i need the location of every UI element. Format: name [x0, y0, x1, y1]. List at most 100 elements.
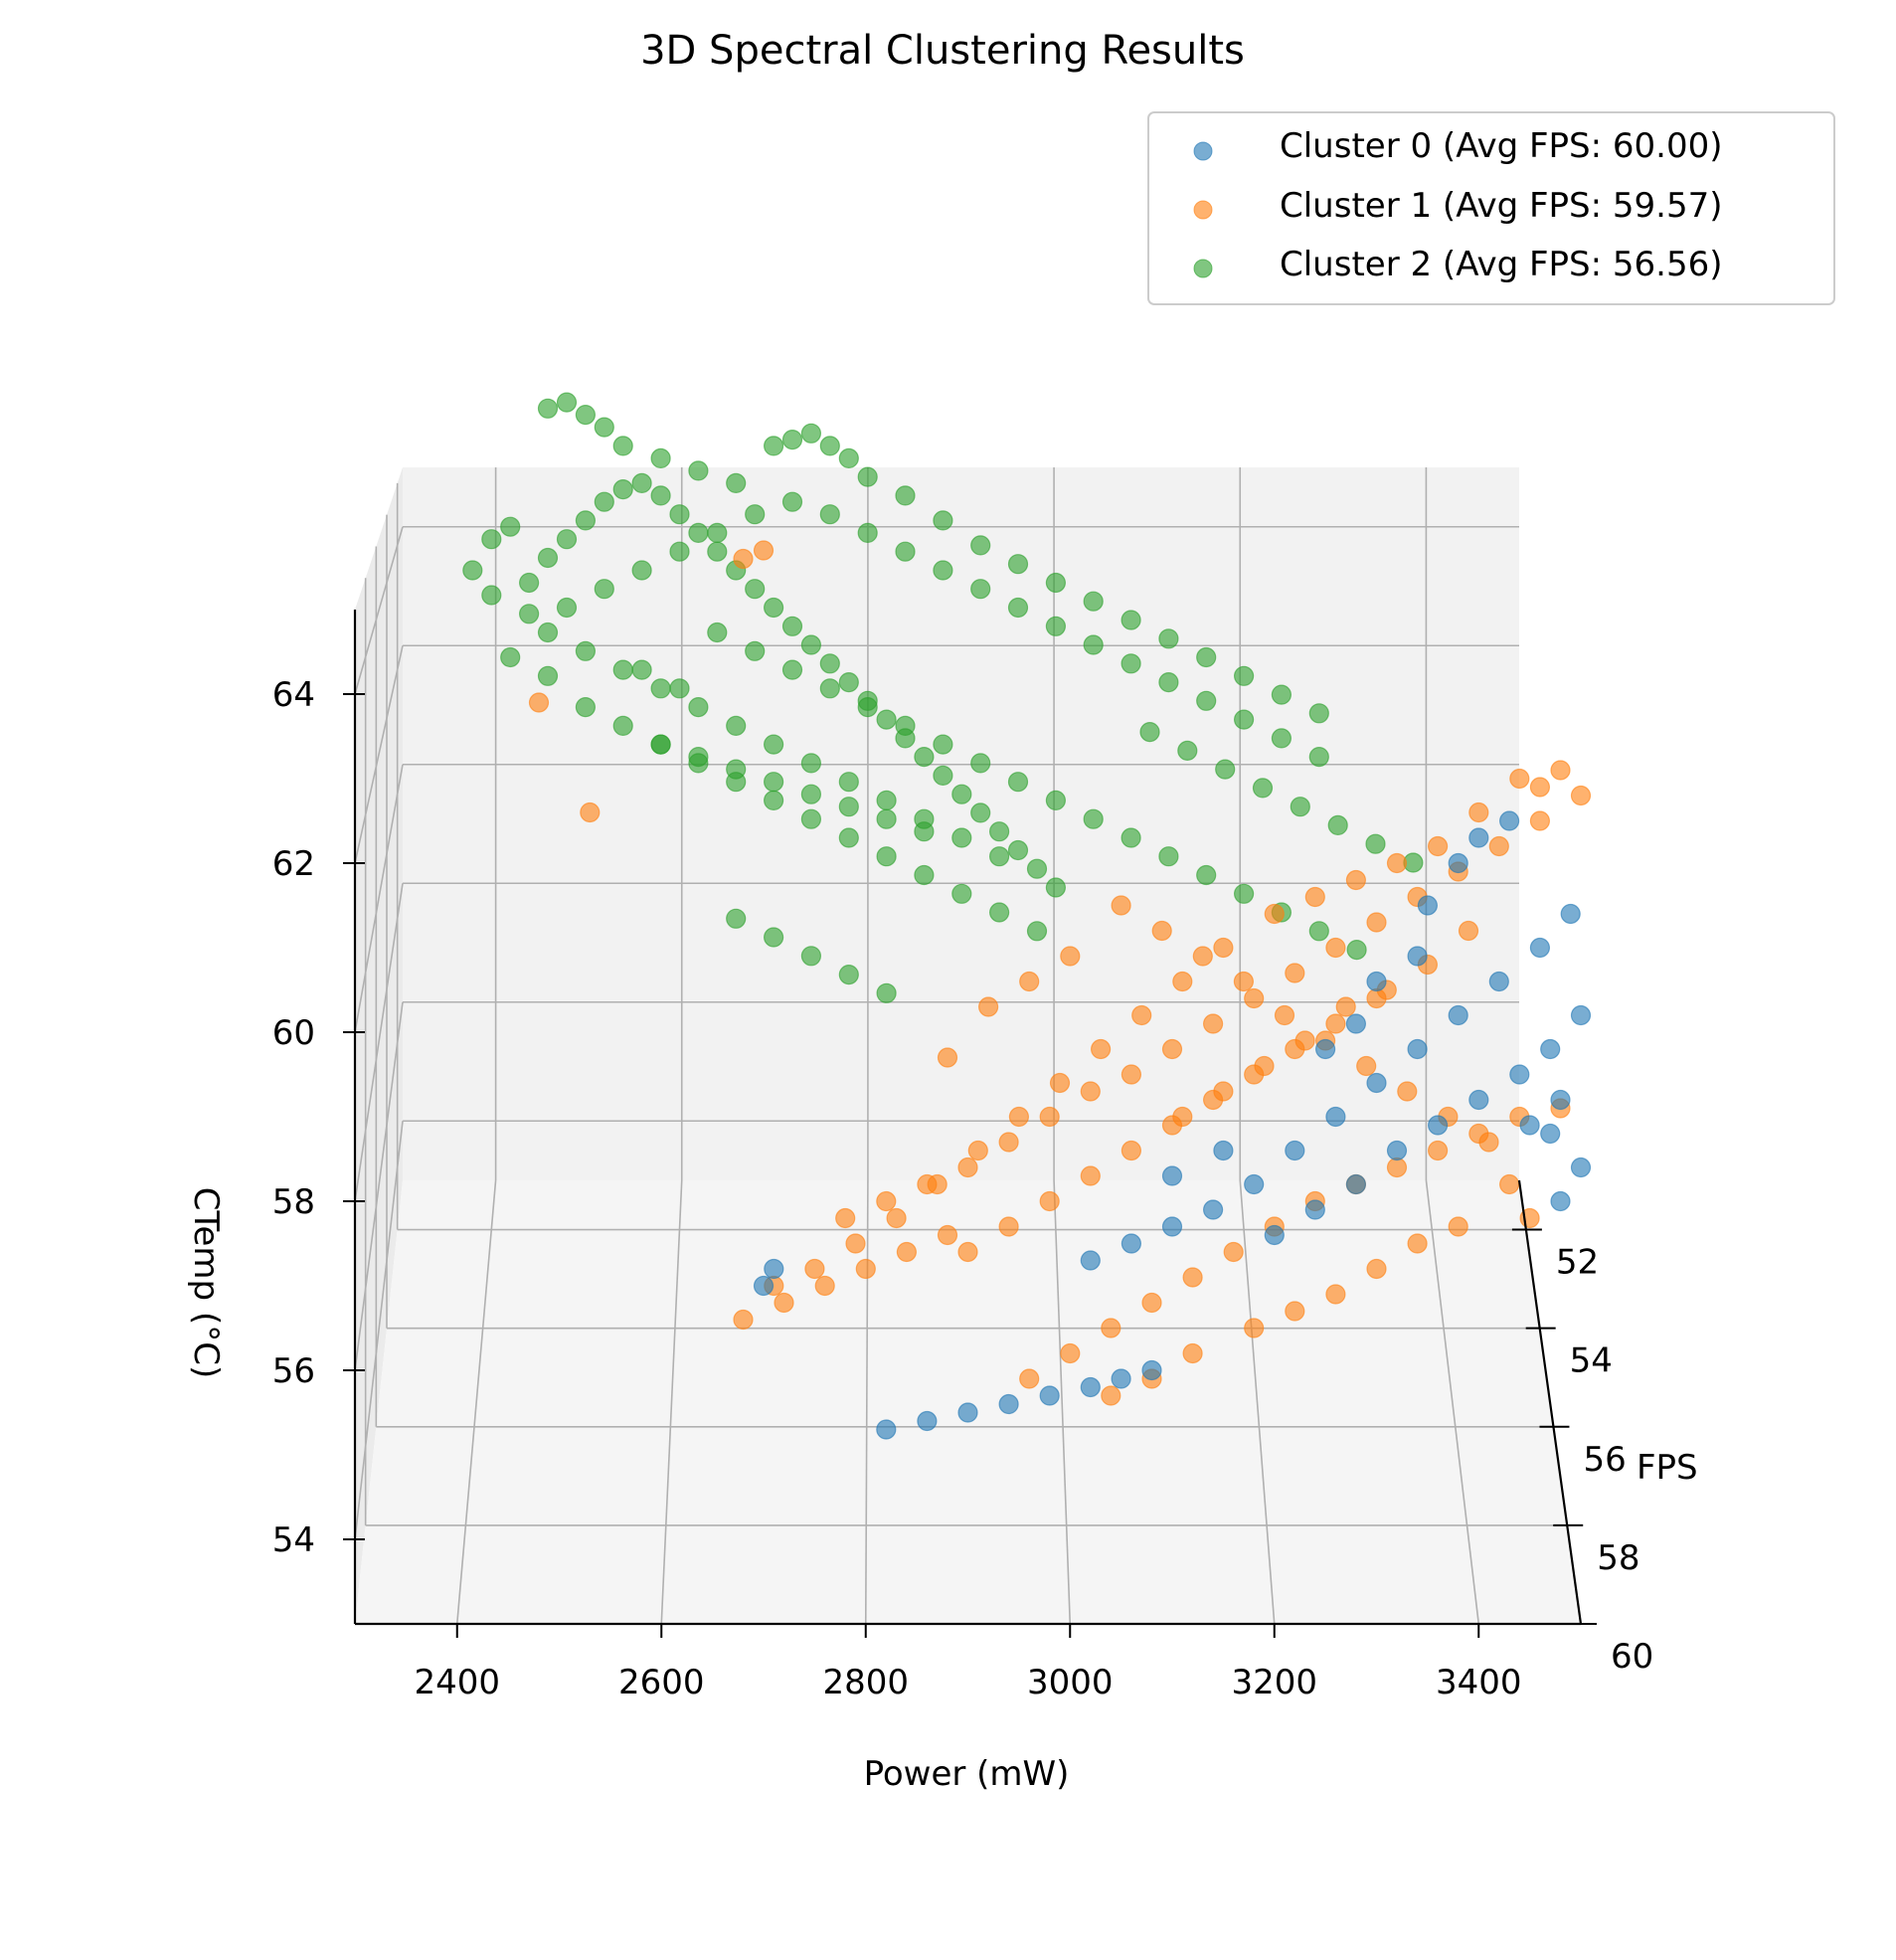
- point-cluster-1: [753, 540, 775, 561]
- grid-line-x-floor: [1053, 1179, 1072, 1625]
- x-tick-label: 3000: [1027, 1663, 1114, 1702]
- grid-line-x-floor: [864, 1179, 869, 1625]
- point-cluster-2: [726, 715, 747, 737]
- point-cluster-2: [575, 510, 597, 531]
- point-cluster-2: [800, 784, 822, 804]
- point-cluster-1: [927, 1173, 948, 1195]
- point-cluster-2: [1120, 610, 1141, 630]
- point-cluster-1: [1264, 903, 1285, 925]
- point-cluster-2: [914, 821, 935, 842]
- chart-title: 3D Spectral Clustering Results: [640, 28, 1245, 74]
- point-cluster-0: [1202, 1199, 1224, 1220]
- point-cluster-1: [1325, 937, 1346, 959]
- point-cluster-1: [855, 1258, 876, 1280]
- point-cluster-2: [1308, 703, 1329, 724]
- ctemp-tick-label: 60: [272, 1013, 315, 1053]
- grid-line-z-left: [354, 526, 404, 695]
- point-cluster-0: [1366, 971, 1387, 992]
- point-cluster-2: [726, 759, 747, 780]
- point-cluster-2: [1007, 772, 1029, 793]
- point-cluster-0: [1488, 971, 1509, 992]
- point-cluster-2: [933, 510, 953, 531]
- point-cluster-1: [1244, 1318, 1265, 1338]
- point-cluster-0: [876, 1419, 897, 1440]
- point-cluster-2: [876, 982, 897, 1003]
- point-cluster-2: [1083, 634, 1104, 655]
- point-cluster-1: [1274, 1004, 1295, 1026]
- point-cluster-2: [631, 560, 652, 581]
- point-cluster-1: [1397, 1081, 1418, 1102]
- fps-tick-label: 60: [1611, 1637, 1653, 1677]
- point-cluster-1: [977, 996, 999, 1017]
- point-cluster-2: [1177, 740, 1198, 762]
- point-cluster-1: [957, 1241, 978, 1263]
- point-cluster-2: [650, 734, 671, 755]
- point-cluster-1: [1529, 810, 1551, 831]
- point-cluster-2: [1120, 653, 1141, 674]
- point-cluster-2: [650, 447, 671, 468]
- point-cluster-2: [876, 808, 897, 829]
- point-cluster-1: [835, 1207, 856, 1229]
- point-cluster-1: [1509, 768, 1530, 790]
- grid-line-z-left: [354, 1121, 404, 1540]
- point-cluster-0: [1540, 1038, 1561, 1060]
- point-cluster-2: [838, 772, 859, 793]
- point-cluster-0: [1244, 1173, 1265, 1195]
- point-cluster-1: [957, 1157, 978, 1178]
- point-cluster-1: [1120, 1064, 1142, 1085]
- point-cluster-1: [1161, 1038, 1183, 1060]
- grid-line-z-left: [354, 1001, 404, 1371]
- grid-line-x-floor: [1425, 1179, 1480, 1625]
- point-cluster-2: [838, 797, 859, 817]
- point-cluster-1: [804, 1258, 825, 1280]
- point-cluster-1: [1366, 912, 1387, 933]
- point-cluster-1: [1141, 1292, 1162, 1314]
- point-cluster-2: [650, 485, 671, 506]
- ctemp-tick-label: 58: [272, 1182, 315, 1222]
- point-cluster-2: [518, 572, 540, 594]
- point-cluster-2: [1045, 790, 1067, 811]
- point-cluster-1: [1356, 1055, 1377, 1077]
- point-cluster-2: [1120, 827, 1141, 848]
- point-cluster-0: [998, 1393, 1019, 1415]
- point-cluster-2: [669, 678, 690, 699]
- point-cluster-1: [1427, 1140, 1449, 1161]
- fps-axis-ticks: 52 54 56 58 60: [1511, 1228, 1653, 1677]
- ctemp-tick-label: 62: [272, 844, 315, 884]
- point-cluster-1: [1111, 895, 1131, 916]
- point-cluster-2: [914, 864, 935, 886]
- legend-marker-cluster-2: [1193, 259, 1213, 278]
- point-cluster-2: [763, 734, 784, 755]
- point-cluster-2: [914, 746, 935, 768]
- point-cluster-2: [669, 504, 690, 525]
- point-cluster-1: [1223, 1241, 1244, 1263]
- point-cluster-1: [1285, 1301, 1305, 1322]
- point-cluster-2: [594, 579, 614, 600]
- point-cluster-2: [857, 696, 878, 718]
- point-cluster-1: [1101, 1318, 1121, 1338]
- grid-line-x-floor: [660, 1179, 683, 1625]
- grid-line-z-left: [354, 883, 404, 1202]
- point-cluster-0: [957, 1402, 978, 1423]
- point-cluster-0: [753, 1275, 775, 1297]
- point-cluster-0: [1550, 1089, 1571, 1111]
- point-cluster-1: [1060, 1342, 1081, 1364]
- x-tick-label: 3400: [1436, 1663, 1522, 1702]
- point-cluster-1: [1202, 1013, 1224, 1034]
- point-cluster-1: [1233, 971, 1255, 992]
- point-cluster-2: [556, 392, 578, 413]
- point-cluster-1: [1192, 946, 1213, 967]
- point-cluster-2: [688, 696, 709, 718]
- point-cluster-1: [1345, 869, 1367, 891]
- point-cluster-0: [1519, 1115, 1540, 1136]
- point-cluster-2: [594, 417, 614, 438]
- point-cluster-0: [1448, 852, 1468, 874]
- point-cluster-2: [537, 398, 559, 419]
- point-cluster-1: [1120, 1140, 1142, 1161]
- point-cluster-1: [580, 802, 601, 823]
- point-cluster-2: [707, 522, 728, 544]
- point-cluster-2: [707, 541, 728, 562]
- point-cluster-1: [1427, 835, 1449, 857]
- point-cluster-2: [838, 447, 859, 468]
- point-cluster-1: [1458, 920, 1479, 942]
